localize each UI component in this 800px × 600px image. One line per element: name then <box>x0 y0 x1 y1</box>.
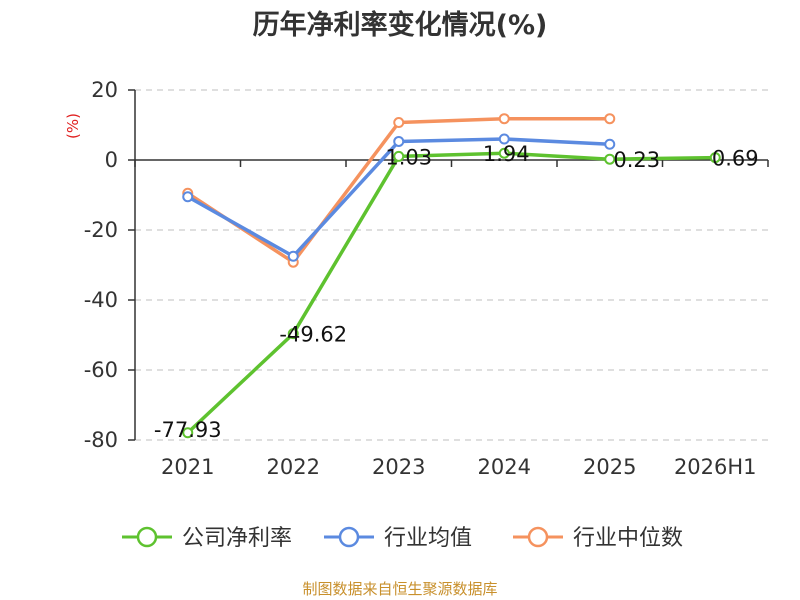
series-group <box>182 113 721 439</box>
data-point[interactable] <box>393 150 405 162</box>
legend-marker <box>338 526 360 548</box>
axes <box>128 89 769 441</box>
chart-title: 历年净利率变化情况(%) <box>253 9 548 41</box>
x-axis-ticks: 2021 2022 2023 2024 2025 2026H1 <box>161 455 757 479</box>
data-point[interactable] <box>498 113 510 125</box>
data-point[interactable] <box>393 135 405 147</box>
data-point[interactable] <box>393 117 405 129</box>
x-tick-label: 2021 <box>161 455 214 479</box>
x-tick-label: 2024 <box>478 455 531 479</box>
legend-label: 公司净利率 <box>182 526 292 551</box>
y-tick-label: 0 <box>105 148 118 172</box>
legend: 公司净利率 行业均值 行业中位数 <box>122 526 683 551</box>
data-label: 1.94 <box>483 142 530 166</box>
legend-label: 行业中位数 <box>573 526 683 551</box>
x-tick-label: 2025 <box>583 455 636 479</box>
data-label: -77.93 <box>154 418 222 442</box>
data-point[interactable] <box>498 147 510 159</box>
source-note: 制图数据来自恒生聚源数据库 <box>302 580 497 598</box>
data-point[interactable] <box>287 250 299 262</box>
y-tick-label: -80 <box>84 428 118 452</box>
data-point[interactable] <box>604 138 616 150</box>
legend-item-0[interactable]: 公司净利率 <box>122 526 292 551</box>
y-axis-ticks: 20 0 -20 -40 -60 -80 <box>84 78 118 452</box>
x-tick-label: 2023 <box>372 455 425 479</box>
data-labels: -77.93 -49.62 1.03 1.94 0.23 0.69 <box>154 142 759 442</box>
data-label: 0.23 <box>613 148 660 172</box>
data-label: 1.03 <box>385 145 432 169</box>
legend-item-2[interactable]: 行业中位数 <box>513 526 683 551</box>
x-tick-label: 2026H1 <box>674 455 757 479</box>
x-tick-label: 2022 <box>267 455 320 479</box>
data-point[interactable] <box>604 153 616 165</box>
data-point[interactable] <box>498 133 510 145</box>
legend-item-1[interactable]: 行业均值 <box>324 526 472 551</box>
y-tick-label: -60 <box>84 358 118 382</box>
grid-lines <box>135 89 768 441</box>
y-tick-label: -20 <box>84 218 118 242</box>
data-point[interactable] <box>287 328 299 340</box>
legend-marker <box>527 526 549 548</box>
legend-marker <box>136 526 158 548</box>
data-point[interactable] <box>709 152 721 164</box>
y-tick-label: -40 <box>84 288 118 312</box>
y-tick-label: 20 <box>91 78 118 102</box>
data-label: 0.69 <box>712 147 759 171</box>
data-point[interactable] <box>604 113 616 125</box>
y-axis-unit: (%) <box>64 113 82 139</box>
data-point[interactable] <box>182 427 194 439</box>
data-point[interactable] <box>182 191 194 203</box>
series-line-0 <box>186 151 716 435</box>
legend-label: 行业均值 <box>384 526 472 551</box>
data-label: -49.62 <box>279 323 347 347</box>
